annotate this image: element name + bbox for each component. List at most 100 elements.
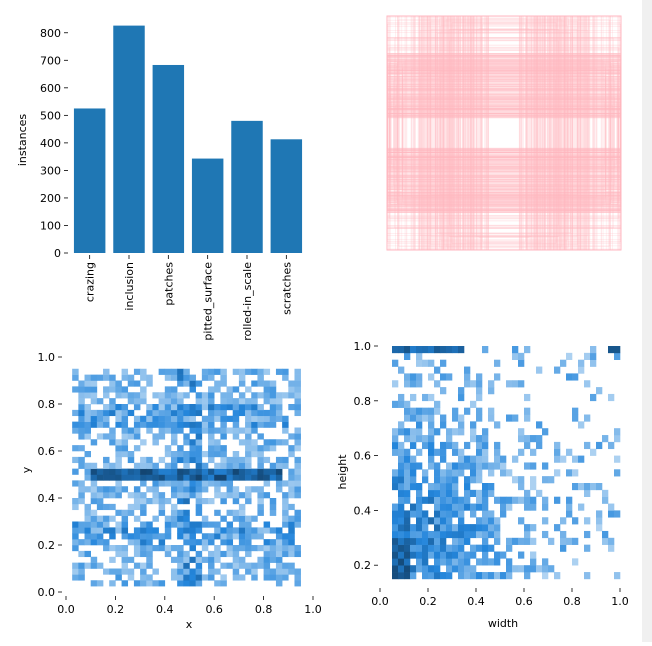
heatmap-cell — [554, 455, 561, 463]
heatmap-cell — [232, 509, 240, 516]
label-box — [386, 95, 622, 171]
label-box — [471, 15, 537, 251]
heatmap-cell — [440, 572, 447, 580]
heatmap-cell — [121, 392, 129, 399]
heatmap-cell — [140, 545, 147, 552]
label-box — [386, 57, 622, 209]
heatmap-cell — [183, 533, 190, 540]
heatmap-cell — [164, 421, 172, 428]
heatmap-cell — [177, 580, 184, 587]
label-box — [465, 15, 543, 251]
label-box — [452, 15, 556, 251]
heatmap-cell — [452, 558, 459, 566]
heatmap-cell — [78, 415, 85, 422]
label-box — [386, 15, 622, 251]
heatmap-cell — [257, 527, 264, 534]
heatmap-cell — [90, 527, 98, 534]
label-box — [386, 65, 622, 201]
heatmap-cell — [183, 562, 190, 569]
heatmap-cell — [572, 407, 579, 415]
heatmap-cell — [226, 392, 234, 399]
heatmap-cell — [416, 373, 423, 381]
heatmap-cell — [121, 556, 129, 563]
heatmap-cell — [251, 368, 258, 375]
heatmap-cell — [524, 572, 531, 580]
heatmap-cell — [158, 503, 166, 511]
heatmap-cell — [470, 510, 477, 518]
heatmap-cell — [208, 574, 215, 581]
heatmap-cell — [214, 468, 221, 475]
heatmap-cell — [416, 537, 423, 545]
heatmap-cell — [257, 368, 264, 375]
heatmap-cell — [127, 409, 135, 417]
heatmap-cell — [232, 468, 240, 475]
heatmap-cell — [232, 574, 240, 581]
heatmap-cell — [140, 568, 147, 575]
heatmap-cell — [170, 456, 178, 464]
heatmap-cell — [164, 515, 172, 522]
heatmap-cell — [488, 544, 495, 552]
heatmap-cell — [170, 568, 178, 575]
label-box — [401, 15, 607, 251]
heatmap-cell — [201, 404, 209, 411]
heatmap-cell — [133, 580, 141, 587]
label-box — [396, 61, 612, 204]
heatmap-cell — [294, 427, 301, 434]
heatmap-cell — [232, 451, 240, 458]
label-box — [472, 15, 536, 251]
heatmap-cell — [146, 562, 153, 569]
label-box — [386, 15, 622, 251]
heatmap-cell — [146, 380, 153, 387]
label-box — [386, 71, 622, 195]
heatmap-cell — [177, 515, 184, 522]
heatmap-cell — [84, 515, 91, 522]
label-box — [386, 59, 622, 207]
label-box — [439, 31, 569, 235]
heatmap-cell — [434, 380, 441, 388]
heatmap-cell — [115, 456, 122, 464]
heatmap-cell — [164, 409, 172, 417]
heatmap-cell — [392, 524, 399, 532]
heatmap-cell — [398, 517, 405, 525]
heatmap-cell — [602, 435, 609, 443]
heatmap-cell — [177, 368, 184, 375]
label-box — [454, 15, 554, 251]
label-box — [450, 15, 558, 251]
heatmap-cell — [158, 492, 166, 499]
heatmap-cell — [170, 515, 178, 522]
heatmap-cell — [232, 568, 240, 575]
heatmap-cell — [446, 435, 453, 443]
label-box — [460, 15, 548, 251]
label-box — [429, 15, 579, 251]
heatmap-cell — [458, 462, 465, 470]
label-box — [386, 88, 622, 177]
heatmap-cell — [164, 545, 172, 552]
heatmap-cell — [422, 441, 429, 450]
heatmap-cell — [614, 455, 621, 463]
heatmap-cell — [494, 455, 501, 463]
heatmap-cell — [288, 539, 295, 546]
heatmap-cell — [440, 441, 447, 450]
heatmap-cell — [245, 527, 252, 534]
heatmap-cell — [220, 380, 227, 387]
heatmap-cell — [275, 562, 283, 569]
heatmap-cell — [275, 468, 283, 475]
label-box — [472, 15, 536, 251]
label-box — [465, 15, 543, 251]
heatmap-cell — [494, 558, 501, 566]
heatmap-cell — [404, 530, 411, 539]
heatmap-cell — [121, 509, 129, 516]
heatmap-cell — [524, 393, 531, 402]
heatmap-cell — [428, 551, 435, 559]
label-box — [439, 71, 568, 195]
heatmap-cell — [494, 530, 501, 539]
label-box — [449, 40, 559, 226]
heatmap-cell — [398, 441, 405, 450]
heatmap-cell — [269, 409, 277, 417]
bar-x-tick-label: pitted_surface — [202, 262, 215, 341]
label-box — [386, 63, 622, 203]
heatmap-cell — [566, 469, 573, 477]
bar-x-axis: crazing inclusion patches pitted_surface rol… — [84, 255, 293, 341]
heatmap-cell — [452, 503, 459, 511]
